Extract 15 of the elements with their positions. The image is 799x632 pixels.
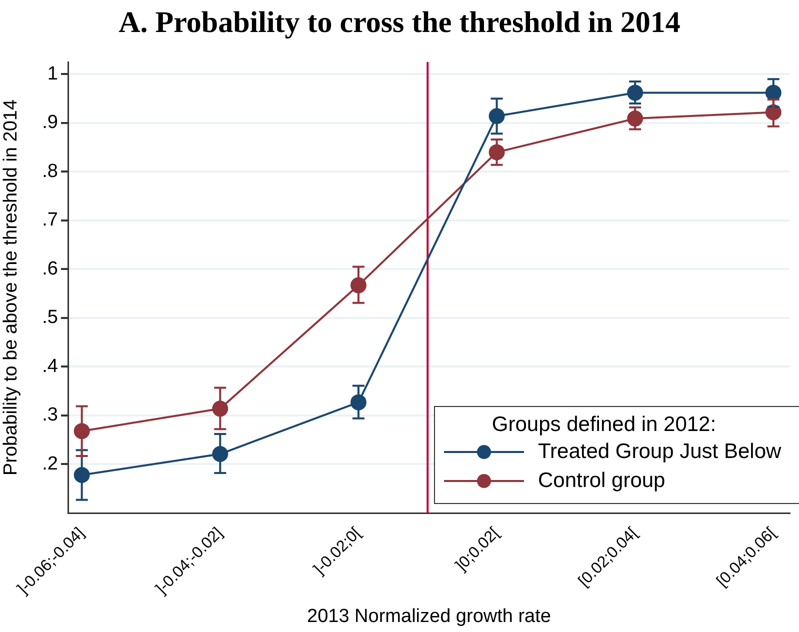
y-tick-label: .9: [42, 112, 58, 134]
y-tick-label: .5: [42, 307, 58, 328]
y-tick-label: .4: [42, 356, 58, 377]
legend-label: Treated Group Just Below: [538, 440, 782, 464]
legend-label: Control group: [538, 468, 666, 492]
y-tick-label: .3: [42, 404, 58, 426]
y-axis-title: Probability to be above the threshold in 2014: [0, 99, 22, 476]
y-tick-label: .2: [42, 453, 58, 474]
legend-title: Groups defined in 2012:: [490, 413, 718, 437]
x-axis-title: 2013 Normalized growth rate: [307, 606, 551, 627]
chart-title: A. Probability to cross the threshold in 2014: [118, 6, 682, 40]
y-tick-label: .8: [42, 160, 58, 182]
y-tick-label: .6: [42, 258, 58, 280]
y-tick-label: .7: [42, 210, 58, 231]
y-tick-label: 1: [47, 63, 58, 84]
